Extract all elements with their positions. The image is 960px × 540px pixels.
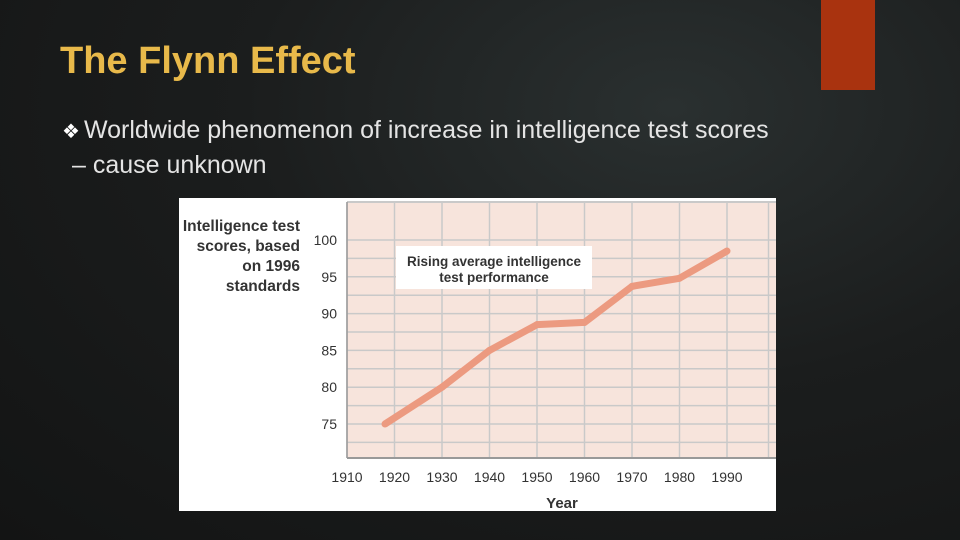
y-axis-ticks: 75 80 85 90 95 100 [314,232,338,432]
data-point-1940 [486,346,493,354]
chart-frame: Intelligence test scores, based on 1996 sta… [179,198,776,511]
y-tick-label-2: 85 [321,342,337,358]
bullet-text-line1: Worldwide phenomenon of increase in inte… [84,116,769,144]
flynn-chart: Intelligence test scores, based on 1996 sta… [183,201,776,511]
annotation-box [396,246,592,289]
x-tick-label-5: 1960 [569,469,600,485]
data-point-1930 [438,383,446,391]
y-tick-label-0: 75 [321,416,337,432]
x-tick-label-2: 1930 [426,469,457,485]
data-point-1918 [381,420,389,428]
x-tick-label-0: 1910 [331,469,362,485]
y-tick-label-3: 90 [321,306,337,322]
y-tick-label-1: 80 [321,379,337,395]
diamond-bullet-icon: ❖ [62,121,80,143]
annotation-line-0: Rising average intelligence [407,254,582,269]
y-axis-label-line-3: standards [226,278,300,295]
y-axis-label-line-1: scores, based [197,238,300,255]
x-tick-label-6: 1970 [616,469,647,485]
data-point-1980 [676,274,683,282]
data-point-1990 [723,247,731,255]
accent-bar [821,0,875,90]
y-tick-label-4: 95 [321,269,337,285]
x-tick-label-3: 1940 [474,469,505,485]
chart-grid [346,201,776,459]
x-tick-label-7: 1980 [664,469,695,485]
x-tick-label-1: 1920 [379,469,410,485]
y-tick-label-5: 100 [314,232,338,248]
x-tick-label-4: 1950 [521,469,552,485]
data-point-1960 [581,318,588,326]
x-axis-ticks: 1910 1920 1930 1940 1950 1960 1970 1980 1990 [331,469,742,485]
series-line [383,248,729,427]
y-axis-label-line-0: Intelligence test [183,218,300,235]
annotation-line-1: test performance [439,270,549,285]
y-axis-label: Intelligence test scores, based on 1996 sta… [183,218,301,295]
y-axis-label-line-2: on 1996 [242,258,300,275]
data-point-1970 [628,282,636,290]
bullet-item: ❖ Worldwide phenomenon of increase in int… [62,114,862,182]
slide-title: The Flynn Effect [60,40,356,82]
x-tick-label-8: 1990 [711,469,742,485]
series-points [381,247,731,428]
plot-background [347,202,776,458]
data-point-1950 [533,321,541,329]
bullet-text-line2: – cause unknown [72,151,267,179]
x-axis-label: Year [546,495,578,511]
